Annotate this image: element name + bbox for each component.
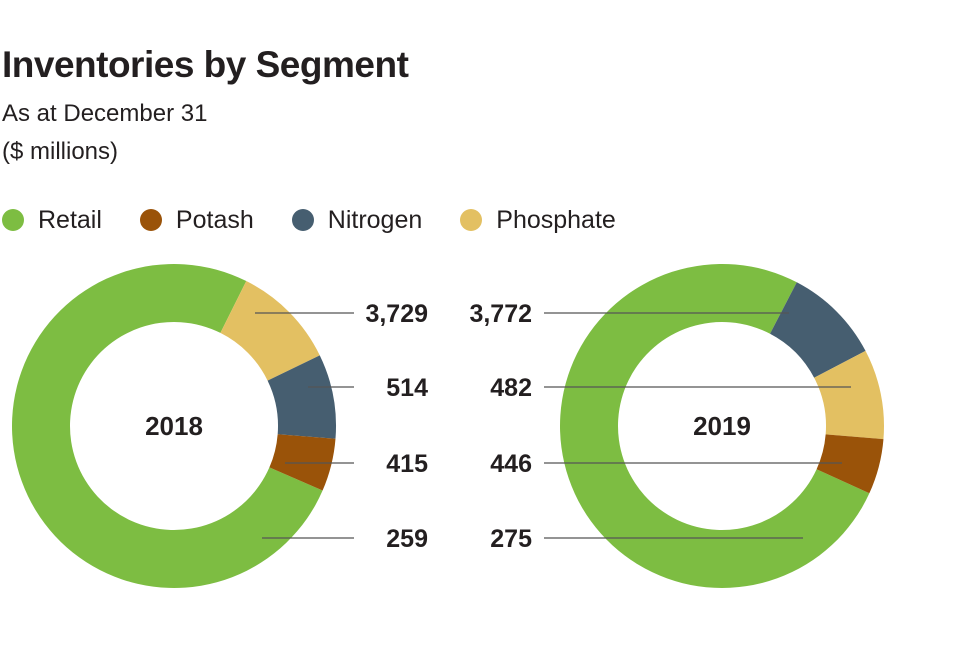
legend-swatch-nitrogen <box>291 209 314 231</box>
value-label-2018-phosphate: 514 <box>386 374 428 402</box>
legend-label-potash: Potash <box>175 205 254 234</box>
value-label-2019-phosphate: 446 <box>490 450 532 478</box>
chart-unit: ($ millions) <box>2 138 119 165</box>
value-label-2019-nitrogen: 482 <box>490 374 532 402</box>
value-label-2018-retail: 3,729 <box>365 300 428 328</box>
value-label-2018-nitrogen: 415 <box>386 450 428 478</box>
value-label-2019-potash: 275 <box>490 525 532 553</box>
legend-label-phosphate: Phosphate <box>496 205 616 234</box>
slice-2018-potash <box>269 434 336 491</box>
legend-label-nitrogen: Nitrogen <box>327 205 423 234</box>
slice-2018-retail <box>11 264 323 588</box>
chart-title: Inventories by Segment <box>2 44 409 85</box>
slice-2019-potash <box>816 434 884 494</box>
donut-2018: 2018 <box>11 264 337 588</box>
legend: Retail Potash Nitrogen Phosphate <box>2 204 654 236</box>
slice-2018-nitrogen <box>267 355 337 439</box>
legend-label-retail: Retail <box>38 205 102 234</box>
legend-swatch-phosphate <box>460 209 483 231</box>
slice-2019-nitrogen <box>770 282 866 378</box>
value-label-2019-retail: 3,772 <box>469 300 532 328</box>
legend-item-potash: Potash <box>139 205 254 235</box>
legend-swatch-potash <box>139 209 162 231</box>
value-label-2018-potash: 259 <box>386 525 428 553</box>
slice-2018-phosphate <box>220 281 320 381</box>
year-label-2018: 2018 <box>145 411 203 441</box>
legend-item-retail: Retail <box>2 206 102 235</box>
year-label-2019: 2019 <box>693 411 751 441</box>
slice-2019-phosphate <box>814 350 885 440</box>
legend-swatch-retail <box>2 209 24 231</box>
legend-item-phosphate: Phosphate <box>460 206 616 235</box>
chart-subtitle: As at December 31 <box>2 100 208 127</box>
donut-2019: 2019 <box>560 264 885 588</box>
legend-item-nitrogen: Nitrogen <box>291 205 423 235</box>
slice-2019-retail <box>560 264 870 588</box>
